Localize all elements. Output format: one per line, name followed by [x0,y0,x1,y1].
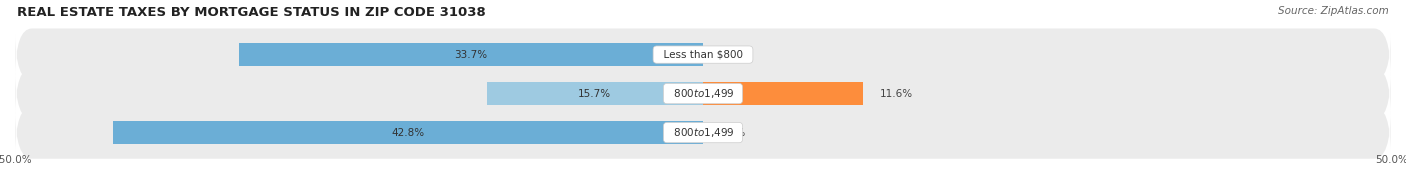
Text: $800 to $1,499: $800 to $1,499 [666,126,740,139]
Bar [703,82,863,105]
Bar [239,43,703,66]
Text: Source: ZipAtlas.com: Source: ZipAtlas.com [1278,6,1389,16]
FancyBboxPatch shape [15,28,1391,81]
Bar [114,121,703,144]
FancyBboxPatch shape [15,106,1391,159]
Text: 42.8%: 42.8% [392,128,425,138]
Text: Less than $800: Less than $800 [657,50,749,60]
Text: 11.6%: 11.6% [879,89,912,99]
FancyBboxPatch shape [15,67,1391,120]
Text: $800 to $1,499: $800 to $1,499 [666,87,740,100]
Bar [486,82,703,105]
Text: 0.0%: 0.0% [720,50,745,60]
Text: 15.7%: 15.7% [578,89,612,99]
Text: 0.0%: 0.0% [720,128,745,138]
Text: 33.7%: 33.7% [454,50,488,60]
Text: REAL ESTATE TAXES BY MORTGAGE STATUS IN ZIP CODE 31038: REAL ESTATE TAXES BY MORTGAGE STATUS IN … [17,6,485,19]
